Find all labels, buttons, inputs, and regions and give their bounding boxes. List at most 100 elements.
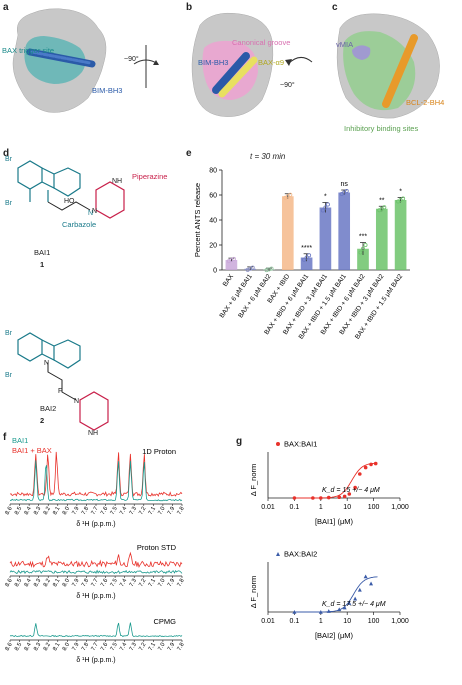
- f-x-tick-label: 7.6: [100, 506, 109, 516]
- bai1-number: 1: [40, 260, 45, 269]
- e-y-tick-label: 0: [213, 268, 217, 275]
- f-x-tick-label: 7.8: [81, 642, 90, 652]
- e-bar: [319, 207, 332, 270]
- f-x-tick-label: 7.1: [148, 642, 157, 652]
- bai2-br-bottom: Br: [5, 372, 12, 379]
- bai1-n-carbazole: N: [88, 210, 94, 217]
- g-data-point: [353, 485, 357, 490]
- g-legend-marker: [276, 552, 280, 556]
- g-data-point: [363, 574, 368, 579]
- g-x-tick-label: 100: [368, 504, 380, 511]
- f-x-tick-label: 8.3: [33, 578, 42, 588]
- e-data-point: [304, 255, 309, 260]
- rotation-label-b: ~90°: [280, 82, 295, 89]
- f-trace-bai1-bax: [9, 451, 183, 497]
- f-x-tick-label: 7.2: [138, 578, 147, 588]
- e-bar: [281, 196, 294, 270]
- e-bar: [300, 257, 313, 270]
- e-data-point: [323, 205, 328, 210]
- f-x-tick-label: 7.1: [148, 578, 157, 588]
- g-data-point: [369, 462, 373, 467]
- g-x-tick-label: 100: [368, 618, 380, 625]
- f-x-tick-label: 7.8: [177, 578, 186, 588]
- f-trace-bai1-bax: [9, 551, 183, 569]
- e-significance-label: *: [399, 189, 402, 196]
- f-x-tick-label: 8.4: [24, 505, 34, 516]
- f-x-tick-label: 8.4: [24, 577, 34, 588]
- e-significance-label: *: [324, 194, 327, 201]
- f-x-tick-label: 7.9: [167, 578, 176, 588]
- bai2-piperazine: [79, 391, 109, 431]
- f-x-tick-label: 7.0: [157, 642, 166, 652]
- bai2-carbazole: [17, 332, 81, 369]
- g-x-axis-label: [BAI2] (μM): [315, 631, 354, 640]
- f-trace-bai1: [9, 460, 183, 502]
- g-legend-label: BAX:BAI1: [284, 440, 317, 449]
- g-x-tick-label: 0.01: [261, 618, 275, 625]
- f-x-tick-label: 8.1: [52, 578, 61, 588]
- f-x-tick-label: 8.5: [14, 642, 23, 652]
- g-x-tick-label: 0.01: [261, 504, 275, 511]
- g-x-tick-label: 1,000: [391, 504, 409, 511]
- rotation-arrow-a: [133, 45, 159, 88]
- panel-b-protein-surface: [191, 12, 274, 117]
- f-x-tick-label: 7.0: [157, 578, 166, 588]
- g-data-point: [342, 494, 347, 499]
- legend-bai1: BAI1: [12, 436, 29, 445]
- e-data-point: [302, 257, 307, 262]
- e-bar: [375, 208, 388, 270]
- f-x-tick-label: 7.6: [100, 642, 109, 652]
- f-x-tick-label: 8.2: [43, 506, 52, 516]
- f-x-tick-label: 7.5: [110, 578, 119, 588]
- e-significance-label: ns: [340, 181, 348, 188]
- f-x-tick-label: 7.3: [129, 578, 138, 588]
- f-x-tick-label: 8.2: [43, 578, 52, 588]
- f-spectrum-title: 1D Proton: [142, 447, 176, 456]
- f-x-tick-label: 7.5: [110, 506, 119, 516]
- f-spectrum-title: CPMG: [154, 617, 177, 626]
- label-bcl2-bh4: BCL-2-BH4: [406, 98, 445, 107]
- g-data-point: [292, 610, 297, 614]
- panel-g-letter: g: [236, 436, 243, 447]
- e-data-point: [363, 242, 368, 247]
- f-x-tick-label: 7.9: [167, 506, 176, 516]
- f-x-tick-label: 7.0: [157, 506, 166, 516]
- f-x-tick-label: 7.8: [177, 642, 186, 652]
- g-x-tick-label: 0.1: [290, 504, 300, 511]
- f-x-tick-label: 8.1: [52, 506, 61, 516]
- e-y-tick-label: 40: [209, 218, 217, 225]
- g-data-point: [363, 465, 368, 470]
- label-carbazole: Carbazole: [62, 220, 97, 229]
- f-x-tick-label: 7.9: [71, 578, 80, 588]
- e-data-point: [360, 246, 365, 251]
- g-kd-annotation: K_d = 17.5 +/− 4 μM: [322, 601, 386, 608]
- g-data-point: [357, 472, 362, 476]
- bai2-nh: NH: [88, 430, 99, 437]
- f-x-tick-label: 7.3: [129, 506, 138, 516]
- g-data-point: [319, 496, 323, 500]
- panel-c-letter: c: [332, 2, 338, 13]
- f-x-tick-label: 8.1: [52, 642, 61, 652]
- f-x-axis-label: δ ¹H (p.p.m.): [76, 657, 115, 664]
- f-x-tick-label: 8.2: [43, 642, 52, 652]
- f-x-tick-label: 7.2: [138, 642, 147, 652]
- bai2-f: F: [58, 388, 63, 395]
- f-x-tick-label: 7.9: [71, 506, 80, 516]
- e-data-point: [250, 265, 255, 270]
- e-data-point: [358, 250, 363, 255]
- f-x-tick-label: 7.6: [100, 578, 109, 588]
- e-y-tick-label: 80: [209, 168, 217, 175]
- f-x-tick-label: 7.4: [119, 505, 129, 516]
- f-x-tick-label: 7.7: [91, 506, 100, 516]
- g-x-tick-label: 10: [343, 618, 351, 625]
- g-data-point: [353, 596, 358, 601]
- e-data-point: [344, 188, 349, 193]
- bai1-piperazine: [95, 181, 125, 219]
- e-bar: [357, 248, 369, 270]
- g-data-point: [292, 496, 297, 500]
- g-x-tick-label: 1: [319, 504, 323, 511]
- panel-e-letter: e: [186, 148, 192, 159]
